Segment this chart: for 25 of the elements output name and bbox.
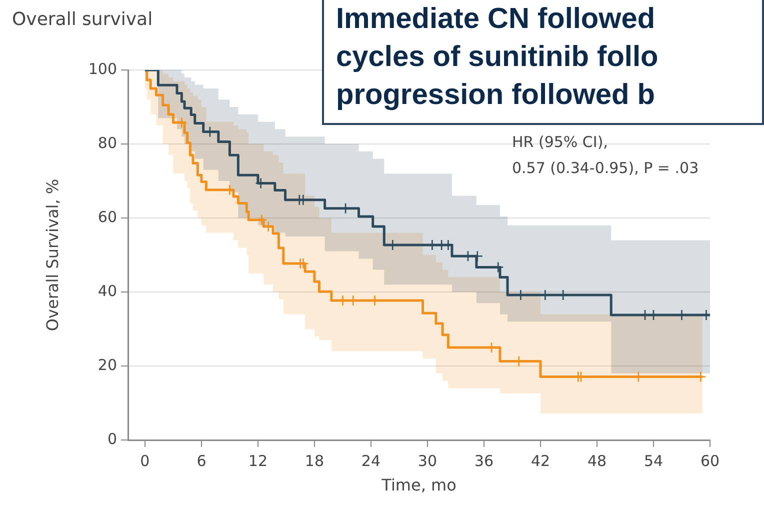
x-tick-label: 0 [140,452,150,470]
annotation: progression followed b [336,78,656,113]
y-tick-label: 40 [98,282,117,300]
y-tick-label: 60 [98,208,117,226]
annotation: 0.57 (0.34-0.95), P = .03 [512,158,699,179]
x-tick-label: 24 [361,452,381,470]
annotation: HR (95% CI), [512,132,609,153]
x-tick-label: 12 [248,452,268,470]
y-tick-label: 20 [98,356,117,374]
x-tick-label: 30 [418,452,438,470]
y-axis-title: Overall Survival, % [42,178,62,332]
x-tick-label: 42 [530,452,550,470]
chart-title: Overall survival [12,9,153,30]
x-tick-label: 6 [196,452,206,470]
x-tick-label: 48 [587,452,607,470]
x-tick-label: 36 [474,452,494,470]
y-tick-label: 100 [88,60,117,78]
x-axis-title: Time, mo [380,476,456,495]
x-tick-label: 60 [700,452,720,470]
y-tick-label: 80 [98,134,117,152]
annotation: cycles of sunitinib follo [336,40,660,75]
x-tick-label: 54 [644,452,664,470]
x-tick-label: 18 [304,452,324,470]
text-box: Immediate CN followed cycles of sunitinib follo progression followed b [322,0,764,125]
y-tick-label: 0 [107,430,117,448]
